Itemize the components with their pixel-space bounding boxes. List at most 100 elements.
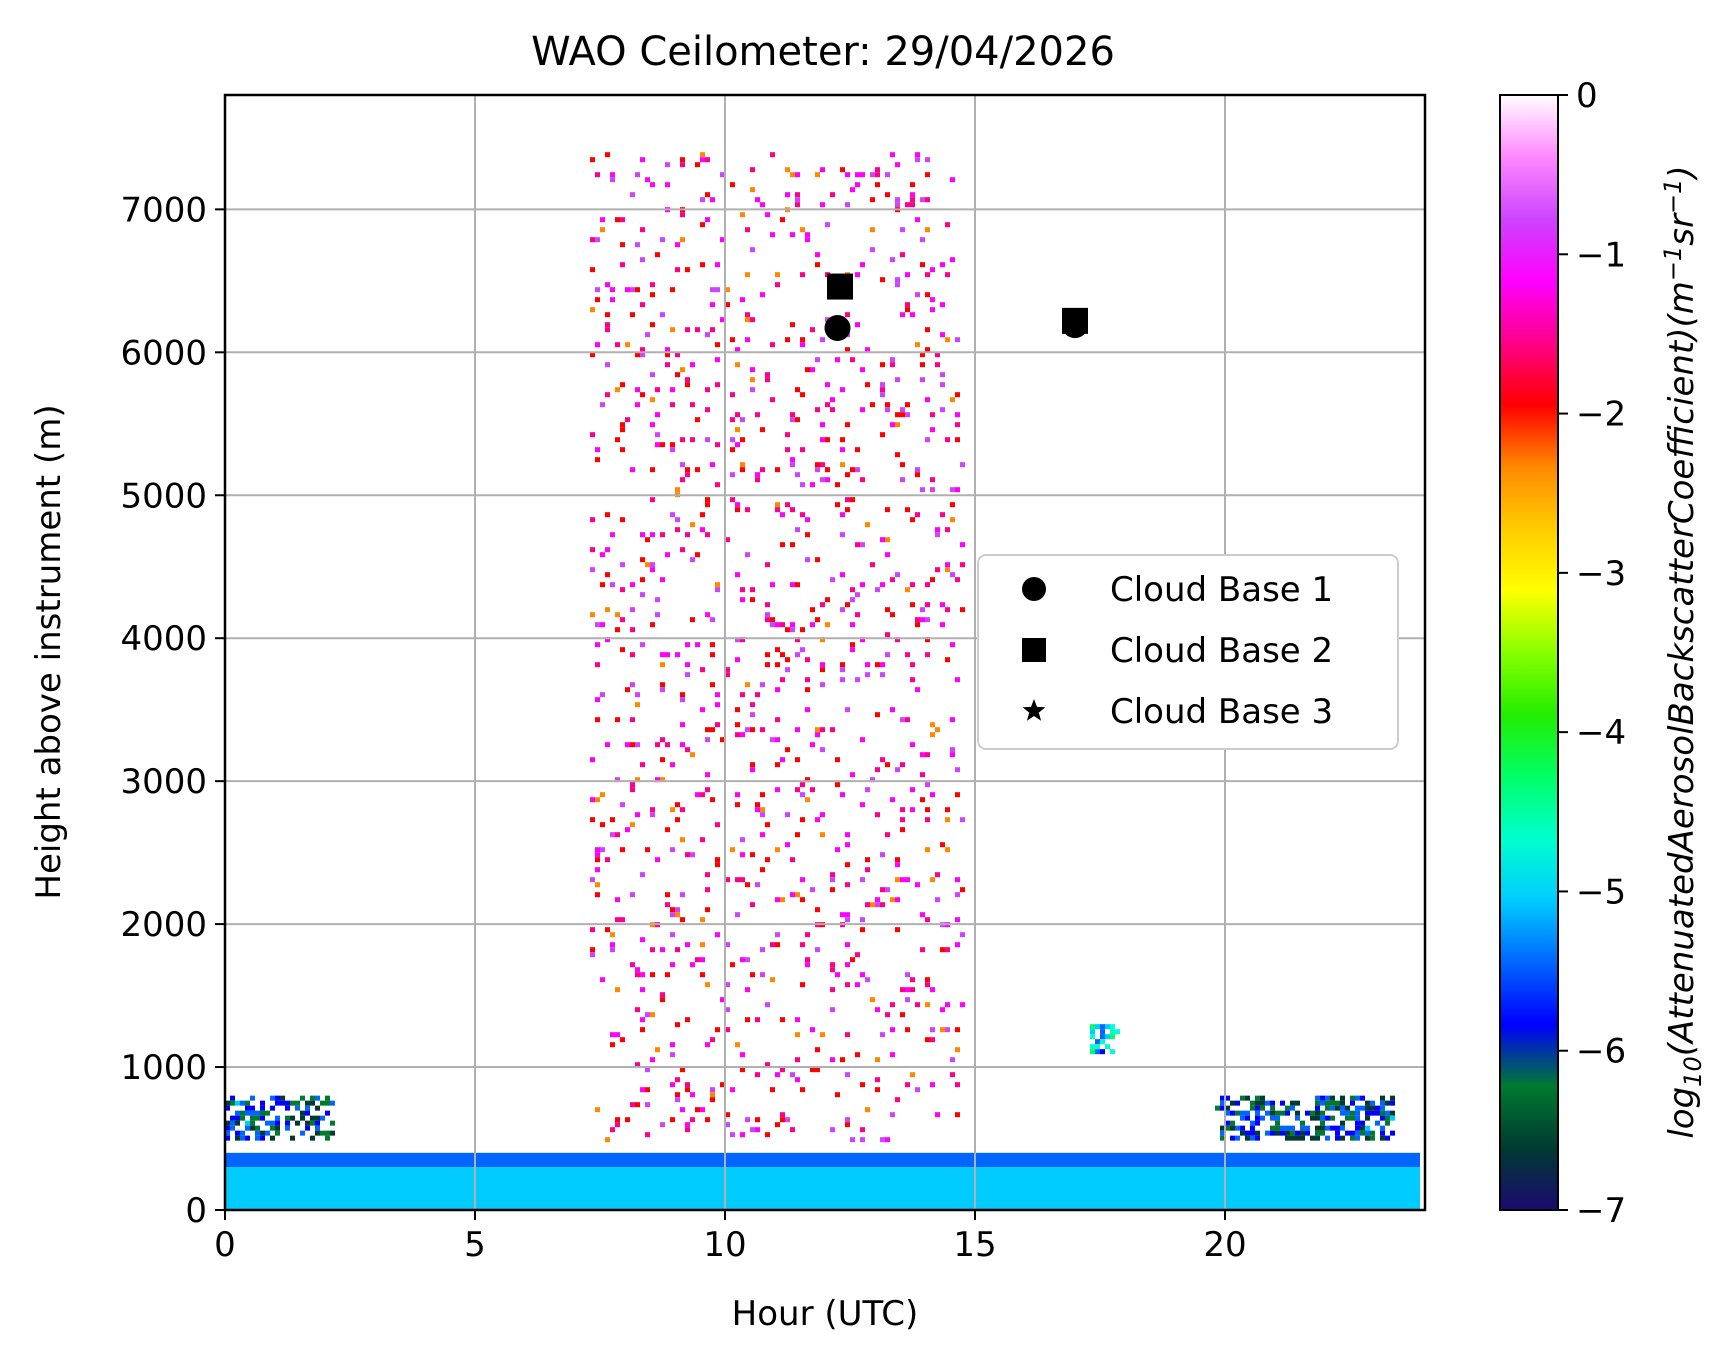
heat-cell <box>880 362 885 368</box>
heat-cell <box>935 1112 940 1118</box>
heat-cell <box>600 402 605 408</box>
heat-cell <box>910 807 915 813</box>
heat-cell <box>930 1082 935 1088</box>
heat-cell <box>955 437 960 443</box>
y-ticks: 0 1000 2000 3000 4000 5000 6000 7000 <box>120 190 225 1231</box>
heat-cell <box>700 942 705 948</box>
heat-cell <box>835 782 840 788</box>
heat-cell <box>950 502 955 508</box>
heat-cell <box>735 442 740 448</box>
heat-cell <box>895 197 900 203</box>
heat-cell <box>905 652 910 658</box>
heat-cell <box>860 1127 865 1133</box>
heat-cell <box>695 957 700 963</box>
heat-cell <box>615 987 620 993</box>
heat-cell <box>945 847 950 853</box>
heat-cell <box>775 787 780 793</box>
heat-cell <box>1355 1125 1360 1131</box>
heat-cell <box>820 462 825 468</box>
heat-cell <box>805 797 810 803</box>
heat-cell <box>920 797 925 803</box>
heat-cell <box>590 817 595 823</box>
heat-cell <box>865 347 870 353</box>
heat-cell <box>740 837 745 843</box>
heat-cell <box>790 622 795 628</box>
heat-cell <box>790 412 795 418</box>
heat-cell <box>635 402 640 408</box>
heat-cell <box>810 742 815 748</box>
heat-cell <box>1340 1125 1345 1131</box>
heat-cell <box>950 257 955 263</box>
heat-cell <box>780 677 785 683</box>
heat-cell <box>650 397 655 403</box>
heat-cell <box>1230 1110 1235 1116</box>
heat-cell <box>870 172 875 178</box>
heat-cell <box>270 1135 275 1141</box>
heat-cell <box>850 957 855 963</box>
heat-cell <box>730 847 735 853</box>
heat-cell <box>640 1027 645 1033</box>
heat-cell <box>605 152 610 158</box>
heat-cell <box>900 407 905 413</box>
y-tick-label: 5000 <box>120 476 207 516</box>
cloud-base-1-point <box>824 315 851 342</box>
heat-cell <box>705 217 710 223</box>
heat-cell <box>760 832 765 838</box>
heat-cell <box>935 362 940 368</box>
heat-cell <box>765 562 770 568</box>
heat-cell <box>880 902 885 908</box>
heat-cell <box>905 987 910 993</box>
heat-cell <box>905 507 910 513</box>
heat-cell <box>615 342 620 348</box>
heat-cell <box>685 1087 690 1093</box>
heat-cell <box>595 857 600 863</box>
heat-cell <box>1335 1100 1340 1106</box>
heat-cell <box>805 557 810 563</box>
heat-cell <box>1245 1110 1250 1116</box>
heat-cell <box>290 1100 295 1106</box>
heat-cell <box>955 412 960 418</box>
heat-cell <box>710 197 715 203</box>
heat-cell <box>1220 1095 1225 1101</box>
heat-cell <box>1260 1115 1265 1121</box>
heat-cell <box>870 902 875 908</box>
heat-cell <box>715 702 720 708</box>
heat-cell <box>830 577 835 583</box>
heat-cell <box>325 1100 330 1106</box>
heat-cell <box>655 857 660 863</box>
heat-cell <box>655 442 660 448</box>
heat-cell <box>835 482 840 488</box>
heat-cell <box>775 737 780 743</box>
heat-cell <box>635 692 640 698</box>
heat-cell <box>1270 1130 1275 1136</box>
heat-cell <box>665 742 670 748</box>
heat-cell <box>700 707 705 713</box>
heat-cell <box>860 927 865 933</box>
heat-cell <box>790 322 795 328</box>
heat-cell <box>240 1100 245 1106</box>
heat-cell <box>590 877 595 883</box>
heat-cell <box>835 757 840 763</box>
heat-cell <box>845 1032 850 1038</box>
heat-cell <box>810 887 815 893</box>
heat-cell <box>675 912 680 918</box>
heat-cell <box>820 477 825 483</box>
colorbar-label: log10(AttenuatedAerosolBackscatterCoeffi… <box>1659 165 1707 1138</box>
heat-cell <box>895 277 900 283</box>
heat-cell <box>1300 1135 1305 1141</box>
heat-cell <box>620 447 625 453</box>
heat-cell <box>745 317 750 323</box>
heat-cell <box>610 1032 615 1038</box>
heat-cell <box>895 452 900 458</box>
heat-cell <box>1325 1125 1330 1131</box>
heat-cell <box>1380 1130 1385 1136</box>
heat-cell <box>645 1012 650 1018</box>
heat-cell <box>620 587 625 593</box>
heat-cell <box>850 642 855 648</box>
heat-cell <box>725 287 730 293</box>
heat-cell <box>1275 1115 1280 1121</box>
heat-cell <box>945 807 950 813</box>
heat-cell <box>745 682 750 688</box>
heat-cell <box>735 347 740 353</box>
heat-cell <box>640 557 645 563</box>
